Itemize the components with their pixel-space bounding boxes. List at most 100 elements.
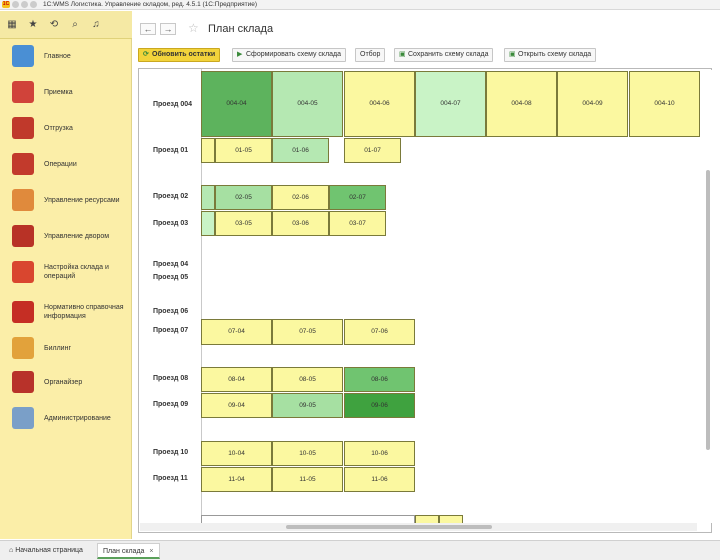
- sidebar-item-label: Операции: [44, 160, 77, 168]
- sidebar-item-3[interactable]: Операции: [0, 147, 132, 181]
- sidebar-item-label: Органайзер: [44, 378, 83, 386]
- favorite-star-icon[interactable]: ☆: [188, 21, 199, 35]
- storage-cell[interactable]: 09-04: [201, 393, 272, 418]
- sidebar-item-4[interactable]: Управление ресурсами: [0, 183, 132, 217]
- shipping-truck-icon: [12, 117, 34, 139]
- filter-button[interactable]: Отбор: [355, 48, 386, 62]
- open-scheme-button[interactable]: ▣ Открыть схему склада: [504, 48, 597, 62]
- save-scheme-button[interactable]: ▣ Сохранить схему склада: [394, 48, 494, 62]
- aisle-label: Проезд 10: [153, 449, 189, 456]
- storage-cell[interactable]: 02-06: [272, 185, 329, 210]
- open-icon: ▣: [509, 51, 516, 58]
- sidebar-item-9[interactable]: Органайзер: [0, 365, 132, 399]
- storage-cell[interactable]: 004-05: [272, 71, 343, 137]
- aisle-label: Проезд 05: [153, 274, 189, 281]
- menu-button[interactable]: [12, 1, 19, 8]
- receiving-icon: [12, 81, 34, 103]
- storage-cell[interactable]: 11-06: [344, 467, 415, 492]
- star-icon[interactable]: ★: [28, 19, 38, 30]
- storage-cell[interactable]: 03-07: [329, 211, 386, 236]
- storage-cell[interactable]: 10-05: [272, 441, 343, 466]
- tab-home[interactable]: ⌂ Начальная страница: [9, 547, 83, 554]
- storage-cell[interactable]: 004-07: [415, 71, 486, 137]
- sidebar-item-7[interactable]: Нормативно справочная информация: [0, 295, 132, 329]
- storage-cell[interactable]: 08-05: [272, 367, 343, 392]
- refresh-stock-button[interactable]: ⟳ Обновить остатки: [138, 48, 221, 62]
- grid-icon[interactable]: ▦: [7, 19, 17, 30]
- page-header: ← → ☆ План склада: [132, 11, 720, 45]
- storage-cell[interactable]: 004-06: [344, 71, 415, 137]
- history-icon[interactable]: ⟲: [49, 19, 59, 30]
- app-logo-icon: 1С: [2, 1, 10, 8]
- storage-cell[interactable]: 07-06: [344, 319, 415, 345]
- top-toolbar: ▦ ★ ⟲ ⌕ ♫: [0, 11, 132, 39]
- billing-hand-icon: [12, 337, 34, 359]
- storage-cell[interactable]: [201, 138, 215, 163]
- storage-cell[interactable]: 004-09: [557, 71, 628, 137]
- aisle-label: Проезд 02: [153, 193, 189, 200]
- warehouse-plan: Проезд 004 004-04 004-05 004-06 004-07 004-08…: [138, 68, 712, 533]
- window-title: 1С:WMS Логистика. Управление складом, ре…: [43, 1, 258, 8]
- sidebar-item-5[interactable]: Управление двором: [0, 219, 132, 253]
- storage-cell[interactable]: 02-07: [329, 185, 386, 210]
- reference-book-icon: [12, 301, 34, 323]
- sidebar-item-1[interactable]: Приемка: [0, 75, 132, 109]
- forward-button[interactable]: →: [160, 23, 176, 35]
- storage-cell[interactable]: 10-06: [344, 441, 415, 466]
- nav-back-circle-button[interactable]: [21, 1, 28, 8]
- aisle-label: Проезд 01: [153, 147, 189, 154]
- sidebar-item-0[interactable]: Главное: [0, 39, 132, 73]
- page-title: План склада: [208, 23, 274, 35]
- storage-cell[interactable]: 07-04: [201, 319, 272, 345]
- storage-cell[interactable]: 09-06: [344, 393, 415, 418]
- refresh-icon: ⟳: [143, 51, 149, 58]
- close-tab-icon[interactable]: ×: [149, 548, 154, 555]
- aisle-label: Проезд 07: [153, 327, 189, 334]
- storage-cell[interactable]: 004-08: [486, 71, 557, 137]
- sidebar-item-2[interactable]: Отгрузка: [0, 111, 132, 145]
- sidebar-item-label: Нормативно справочная информация: [44, 304, 124, 320]
- aisle-label: Проезд 06: [153, 308, 189, 315]
- back-button[interactable]: ←: [140, 23, 156, 35]
- storage-cell[interactable]: 01-07: [344, 138, 401, 163]
- storage-cell[interactable]: [201, 211, 215, 236]
- horizontal-scroll-thumb[interactable]: [286, 525, 492, 529]
- aisle-label: Проезд 004: [153, 101, 193, 108]
- sidebar-item-label: Администрирование: [44, 414, 111, 422]
- home-icon: [12, 45, 34, 67]
- operations-clipboard-icon: [12, 153, 34, 175]
- sidebar-item-8[interactable]: Биллинг: [0, 331, 132, 365]
- storage-cell[interactable]: 03-05: [215, 211, 272, 236]
- storage-cell[interactable]: 11-05: [272, 467, 343, 492]
- horizontal-scrollbar[interactable]: [140, 523, 697, 531]
- build-scheme-button[interactable]: ▶ Сформировать схему склада: [232, 48, 347, 62]
- storage-cell[interactable]: 08-04: [201, 367, 272, 392]
- storage-cell[interactable]: 004-04: [201, 71, 272, 137]
- aisle-label: Проезд 08: [153, 375, 189, 382]
- storage-cell[interactable]: 004-10: [629, 71, 700, 137]
- storage-cell[interactable]: 01-06: [272, 138, 329, 163]
- tab-warehouse-plan[interactable]: План склада ×: [97, 543, 160, 559]
- vertical-scrollbar[interactable]: [704, 70, 712, 523]
- storage-cell[interactable]: 03-06: [272, 211, 329, 236]
- search-icon[interactable]: ⌕: [72, 19, 78, 30]
- storage-cell[interactable]: 08-06: [344, 367, 415, 392]
- sidebar-item-10[interactable]: Администрирование: [0, 401, 132, 435]
- bell-icon[interactable]: ♫: [92, 19, 100, 30]
- sidebar-item-label: Управление двором: [44, 232, 110, 240]
- vertical-scroll-thumb[interactable]: [706, 170, 710, 450]
- bottom-tabbar: ⌂ Начальная страница План склада ×: [0, 540, 720, 560]
- sidebar-item-6[interactable]: Настройка склада и операций: [0, 255, 132, 289]
- storage-cell[interactable]: 09-05: [272, 393, 343, 418]
- nav-forward-circle-button[interactable]: [30, 1, 37, 8]
- sidebar-item-label: Управление ресурсами: [44, 196, 120, 204]
- command-bar: ⟳ Обновить остатки ▶ Сформировать схему ск…: [132, 46, 720, 64]
- storage-cell[interactable]: 11-04: [201, 467, 272, 492]
- sidebar-item-label: Биллинг: [44, 344, 72, 352]
- storage-cell[interactable]: 07-05: [272, 319, 343, 345]
- storage-cell[interactable]: 01-05: [215, 138, 272, 163]
- storage-cell[interactable]: 02-05: [215, 185, 272, 210]
- storage-cell[interactable]: [201, 185, 215, 210]
- storage-cell[interactable]: 10-04: [201, 441, 272, 466]
- admin-gear-icon: [12, 407, 34, 429]
